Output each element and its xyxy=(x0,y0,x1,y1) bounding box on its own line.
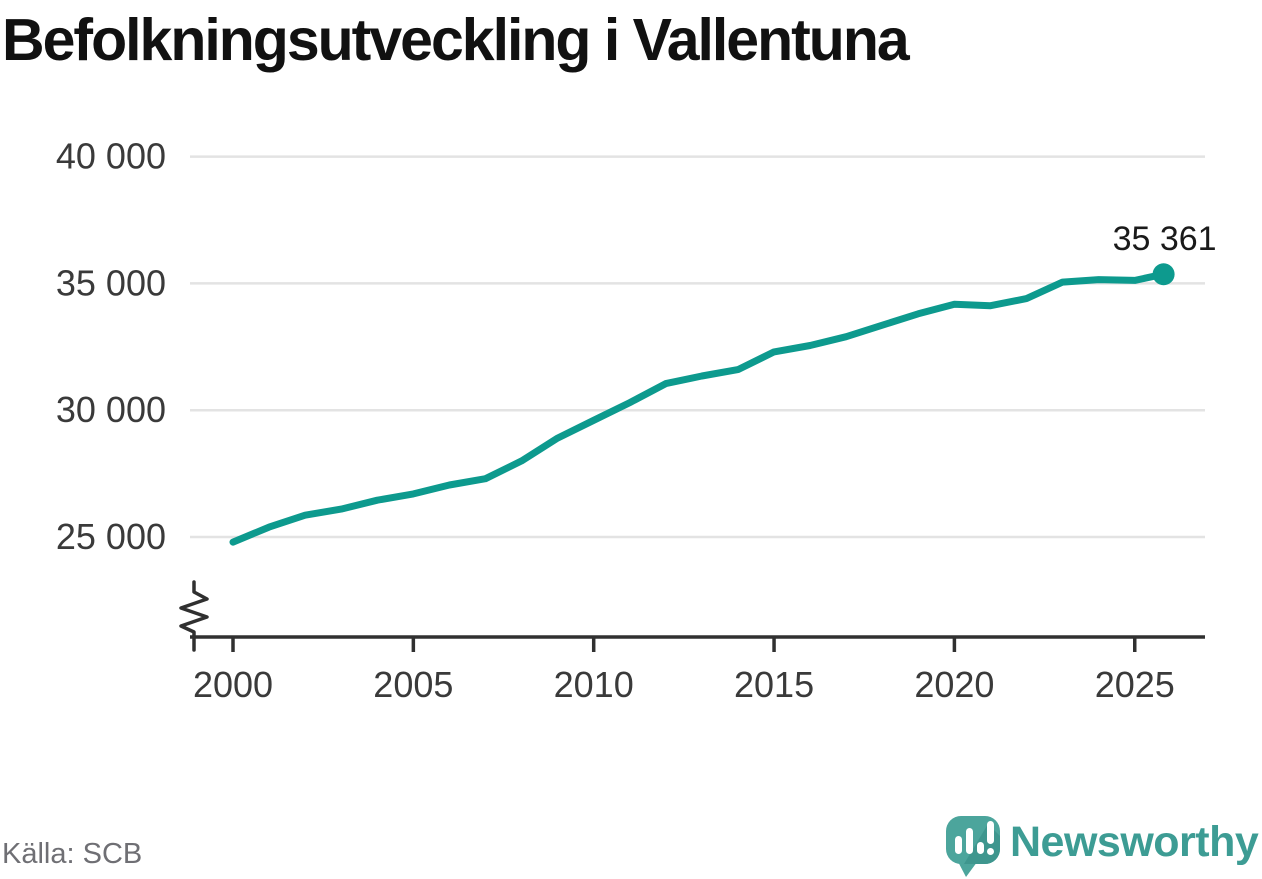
y-axis-tick-label: 35 000 xyxy=(56,262,166,303)
chart-title: Befolkningsutveckling i Vallentuna xyxy=(2,7,910,73)
brand: Newsworthy xyxy=(930,806,1259,878)
x-axis-tick-label: 2015 xyxy=(734,664,814,705)
latest-value-dot xyxy=(1152,263,1175,286)
brand-name: Newsworthy xyxy=(1010,817,1259,866)
axis-break-icon xyxy=(179,580,209,652)
newsworthy-logo-icon xyxy=(946,816,1000,877)
y-axis-tick-label: 30 000 xyxy=(56,389,166,430)
x-axis-tick-label: 2025 xyxy=(1095,664,1175,705)
logo-exclamation-dot xyxy=(987,848,994,855)
logo-barchart-glyph xyxy=(955,821,994,855)
x-axis-tick-label: 2010 xyxy=(554,664,634,705)
x-axis-tick-label: 2005 xyxy=(373,664,453,705)
logo-exclamation-bar xyxy=(987,821,994,844)
latest-value-label: 35 361 xyxy=(1113,220,1217,258)
x-axis-tick-label: 2000 xyxy=(193,664,273,705)
y-axis-tick-label: 40 000 xyxy=(56,136,166,177)
population-line xyxy=(229,270,1168,546)
x-axis-tick-label: 2020 xyxy=(914,664,994,705)
source-label: Källa: SCB xyxy=(2,838,143,870)
y-axis-tick-label: 25 000 xyxy=(56,516,166,557)
